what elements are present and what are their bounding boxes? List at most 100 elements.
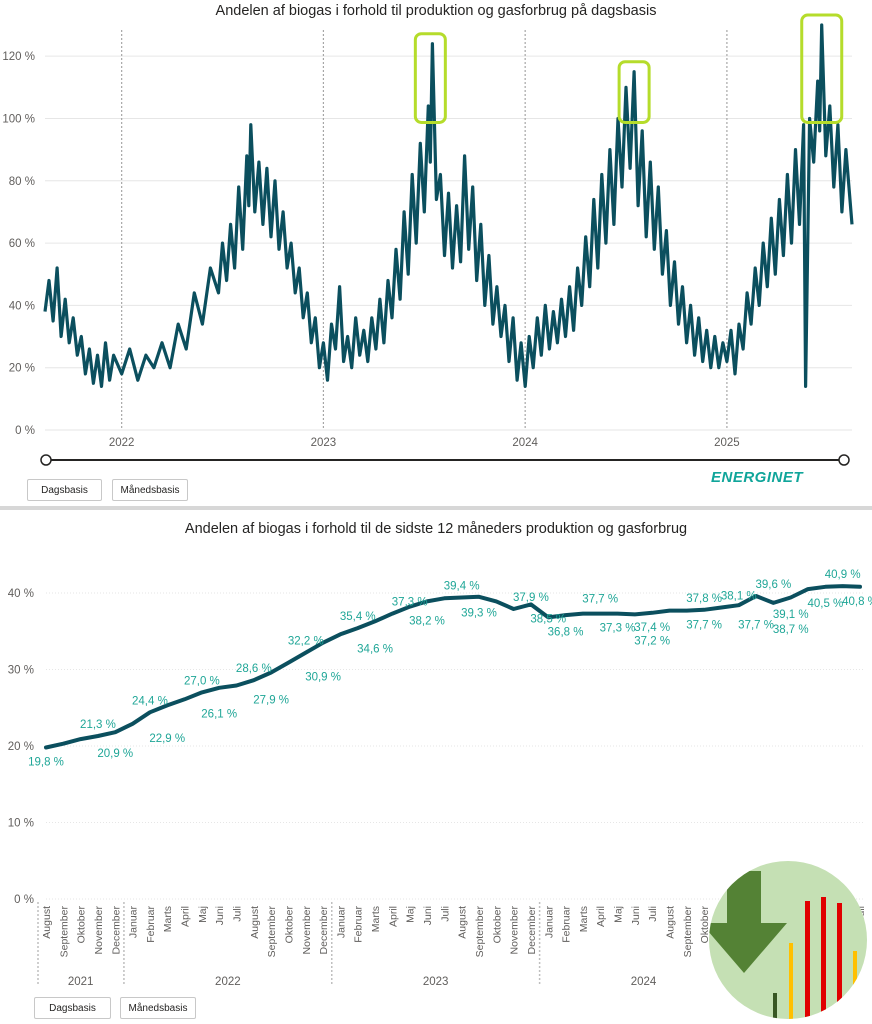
x-month-label: Marts: [578, 906, 590, 932]
monthly-button-2[interactable]: Månedsbasis: [120, 997, 196, 1019]
data-label: 37,8 %: [686, 593, 722, 605]
x-month-label: Marts: [370, 906, 382, 932]
x-month-label: Juli: [232, 906, 244, 922]
x-month-label: August: [41, 906, 53, 939]
data-label: 38,5 %: [530, 613, 566, 625]
x-month-label: September: [474, 906, 486, 958]
y-tick-label: 30 %: [8, 664, 34, 676]
x-year-label: 2024: [631, 976, 657, 988]
x-year-label: 2022: [215, 976, 241, 988]
x-month-label: Februar: [145, 905, 157, 942]
data-label: 34,6 %: [357, 643, 393, 655]
data-label: 24,4 %: [132, 695, 168, 707]
data-label: 36,8 %: [548, 626, 584, 638]
peak-highlight: [617, 60, 651, 124]
data-label: 37,7 %: [686, 620, 722, 632]
y-tick-label: 120 %: [2, 51, 35, 63]
monthly-button[interactable]: Månedsbasis: [112, 479, 188, 501]
monthly-chart-title: Andelen af biogas i forhold til de sidst…: [184, 521, 688, 537]
x-month-label: Juni: [422, 906, 434, 925]
x-year-label: 2024: [512, 437, 538, 449]
peak-highlight: [413, 32, 447, 124]
panel-divider: [0, 506, 872, 510]
download-icon: [709, 871, 857, 1019]
x-year-label: 2025: [714, 437, 740, 449]
y-tick-label: 40 %: [9, 300, 35, 312]
y-tick-label: 40 %: [8, 588, 34, 600]
x-month-label: Maj: [405, 906, 417, 923]
data-label: 39,4 %: [444, 581, 480, 593]
x-month-label: Marts: [162, 906, 174, 932]
daily-button[interactable]: Dagsbasis: [27, 479, 102, 501]
y-tick-label: 100 %: [2, 113, 35, 125]
x-year-label: 2022: [109, 437, 135, 449]
x-month-label: November: [301, 905, 313, 954]
x-month-label: August: [457, 906, 469, 939]
monthly-chart-panel: Andelen af biogas i forhold til de sidst…: [0, 510, 872, 1024]
x-month-label: Juni: [214, 906, 226, 925]
x-month-label: August: [664, 906, 676, 939]
daily-chart: 0 % 20 % 40 % 60 % 80 % 100 % 120 % 2022 2023 202…: [2, 13, 854, 466]
slider-handle-start: [40, 454, 52, 466]
x-month-label: April: [595, 906, 607, 927]
x-month-label: Januar: [128, 906, 140, 939]
x-month-label: Maj: [613, 906, 625, 923]
data-label: 37,2 %: [634, 635, 670, 647]
x-year-label: 2021: [68, 976, 94, 988]
x-month-label: Maj: [197, 906, 209, 923]
data-label: 37,7 %: [738, 620, 774, 632]
x-month-label: December: [526, 905, 538, 954]
data-label: 38,7 %: [773, 624, 809, 636]
x-month-label: Oktober: [491, 906, 503, 944]
data-label: 27,9 %: [253, 695, 289, 707]
x-month-label: Januar: [335, 906, 347, 939]
x-month-label: April: [387, 906, 399, 927]
data-label: 32,2 %: [288, 636, 324, 648]
x-month-label: Februar: [561, 905, 573, 942]
data-label: 19,8 %: [28, 757, 64, 769]
y-tick-label: 0 %: [14, 894, 34, 906]
x-month-label: Juli: [647, 906, 659, 922]
data-label: 39,1 %: [773, 609, 809, 621]
y-tick-label: 10 %: [8, 817, 34, 829]
data-label: 37,3 %: [600, 623, 636, 635]
y-tick-label: 20 %: [8, 741, 34, 753]
data-label: 38,1 %: [721, 590, 757, 602]
daily-chart-panel: Andelen af biogas i forhold til produkti…: [0, 0, 872, 506]
x-month-label: December: [110, 905, 122, 954]
rolling-share-line: [44, 584, 862, 750]
daily-button-2[interactable]: Dagsbasis: [34, 997, 111, 1019]
x-month-label: Oktober: [76, 906, 88, 944]
daily-share-line: [43, 23, 854, 388]
y-tick-label: 80 %: [9, 176, 35, 188]
x-year-label: 2023: [311, 437, 337, 449]
data-label: 30,9 %: [305, 672, 341, 684]
x-year-label: 2023: [423, 976, 449, 988]
y-tick-label: 20 %: [9, 363, 35, 375]
x-month-label: Januar: [543, 906, 555, 939]
data-label: 40,9 %: [825, 569, 861, 581]
data-label: 37,3 %: [392, 597, 428, 609]
x-month-label: November: [509, 905, 521, 954]
x-month-label: Oktober: [283, 906, 295, 944]
x-month-label: April: [180, 906, 192, 927]
data-label: 39,3 %: [461, 607, 497, 619]
x-month-label: September: [58, 906, 70, 958]
data-label: 27,0 %: [184, 675, 220, 687]
data-label: 35,4 %: [340, 611, 376, 623]
data-label: 37,9 %: [513, 592, 549, 604]
y-tick-label: 60 %: [9, 238, 35, 250]
slider-handle-end: [838, 454, 850, 466]
x-month-label: Juli: [439, 906, 451, 922]
download-overlay[interactable]: [709, 861, 867, 1019]
x-month-label: Juni: [630, 906, 642, 925]
data-label: 39,6 %: [755, 579, 791, 591]
energinet-logo: ENERGINET: [711, 469, 804, 486]
daily-chart-title: Andelen af biogas i forhold til produkti…: [215, 3, 657, 19]
data-label: 37,4 %: [634, 622, 670, 634]
x-month-label: December: [318, 905, 330, 954]
x-month-label: Oktober: [699, 906, 711, 944]
x-month-label: November: [93, 905, 105, 954]
monthly-chart: 0 % 10 % 20 % 30 % 40 % 19,8 % 21,3 % 20,9 % 24,…: [8, 569, 872, 988]
x-month-label: August: [249, 906, 261, 939]
